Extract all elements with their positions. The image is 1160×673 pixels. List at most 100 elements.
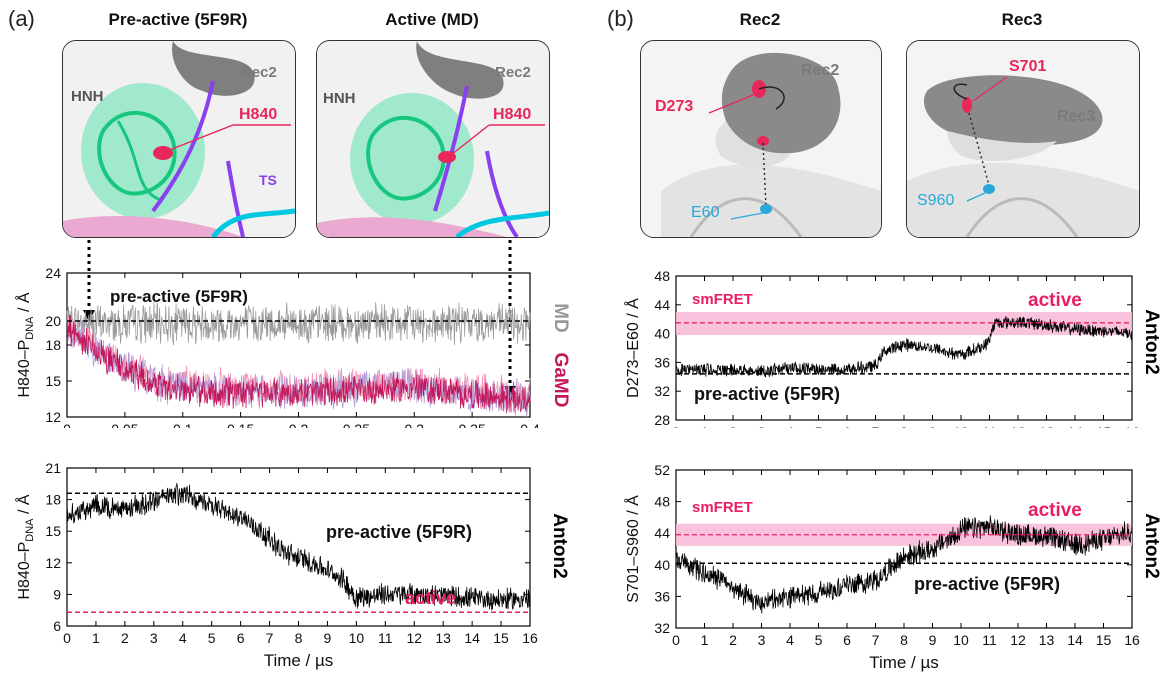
x-axis-label: Time / µs: [264, 651, 334, 670]
panel-letter-a: (a): [8, 6, 35, 31]
x-tick-label: 8: [900, 632, 908, 648]
series-anton-trace: [66, 482, 531, 611]
x-tick-label: 12: [406, 630, 422, 646]
x-tick-label: 16: [522, 630, 538, 646]
y-axis-label: D273–E60 / Å: [623, 298, 642, 398]
y-tick-label: 36: [654, 354, 670, 370]
x-tick-label: 0.35: [459, 421, 486, 428]
reference-label-active: active: [405, 588, 456, 608]
protein-render-preactive: HNH Rec2 H840 TS: [63, 41, 295, 237]
reference-label-preactive: pre-active (5F9R): [110, 287, 248, 306]
chart-anton-s701: 0 1 2 3 4 5 6 7 8 9 10 11 12 13 14 15 16323640444852Time…: [623, 462, 1160, 672]
label-e60: E60: [691, 204, 720, 221]
x-tick-label: 0.4: [520, 421, 540, 428]
y-tick-label: 40: [654, 326, 670, 342]
x-tick-label: 2: [121, 630, 129, 646]
label-hnh: HNH: [71, 88, 104, 105]
x-tick-label: 0.1: [173, 421, 193, 428]
label-s960: S960: [917, 192, 954, 209]
label-rec2-domain: Rec2: [801, 62, 839, 79]
label-hnh-active: HNH: [323, 90, 356, 107]
x-tick-label: 0: [672, 632, 680, 648]
y-tick-label: 28: [654, 412, 670, 428]
y-axis-label: H840–PDNA / Å: [14, 494, 36, 599]
label-h840: H840: [239, 106, 277, 123]
x-tick-label: 6: [237, 630, 245, 646]
structure-title-preactive: Pre-active (5F9R): [108, 10, 248, 29]
x-tick-label: 0: [63, 630, 71, 646]
y-tick-label: 40: [654, 557, 670, 573]
y-tick-label: 15: [45, 523, 61, 539]
x-tick-label: 6: [843, 632, 851, 648]
y-tick-label: 12: [45, 555, 61, 571]
label-rec2: Rec2: [241, 64, 277, 81]
y-tick-label: 21: [45, 460, 61, 476]
y-tick-label: 44: [654, 525, 670, 541]
protein-render-rec3: S701 S960 Rec3: [907, 41, 1139, 237]
x-tick-label: 14: [464, 630, 480, 646]
x-tick-label: 13: [435, 630, 451, 646]
y-tick-label: 44: [654, 297, 670, 313]
x-tick-label: 5: [208, 630, 216, 646]
x-tick-label: 1: [701, 632, 709, 648]
x-tick-label: 0.2: [289, 421, 309, 428]
reference-label-preactive: pre-active (5F9R): [326, 522, 472, 542]
series-gamd-trace-purple: [66, 310, 531, 418]
label-h840-active: H840: [493, 106, 531, 123]
y-tick-label: 12: [45, 409, 61, 425]
y-tick-label: 18: [45, 337, 61, 353]
active-label: active: [1028, 290, 1082, 311]
y-tick-label: 52: [654, 462, 670, 478]
x-tick-label: 7: [872, 424, 880, 428]
y-tick-label: 18: [45, 492, 61, 508]
protein-render-active: HNH Rec2 H840: [317, 41, 549, 237]
x-tick-label: 1: [92, 630, 100, 646]
x-tick-label: 0.15: [227, 421, 254, 428]
y-tick-label: 36: [654, 588, 670, 604]
x-tick-label: 15: [493, 630, 509, 646]
structure-title-rec2: Rec2: [739, 10, 781, 29]
structure-title-active: Active (MD): [385, 10, 479, 29]
structure-title-rec3: Rec3: [1001, 10, 1043, 29]
x-tick-label: 7: [266, 630, 274, 646]
reference-label-preactive: pre-active (5F9R): [694, 384, 840, 404]
x-tick-label: 11: [378, 630, 393, 646]
x-tick-label: 3: [758, 632, 766, 648]
x-tick-label: 13: [1039, 424, 1055, 428]
structure-image-preactive: HNH Rec2 H840 TS: [62, 40, 296, 238]
chart-gamd: 0 0.05 0.1 0.15 0.2 0.25 0.3 0.35 0.4 12 15 18 20 24 H…: [14, 265, 571, 428]
x-tick-label: 15: [1096, 632, 1112, 648]
x-tick-label: 11: [982, 424, 997, 428]
x-tick-label: 0.25: [343, 421, 370, 428]
x-tick-label: 6: [843, 424, 851, 428]
smfret-band: [676, 312, 1132, 336]
x-tick-label: 9: [324, 630, 332, 646]
label-rec3-domain: Rec3: [1057, 108, 1095, 125]
x-tick-label: 14: [1067, 632, 1083, 648]
side-label-anton2: Anton2: [1141, 309, 1160, 374]
y-axis-label: H840–PDNA / Å: [14, 292, 36, 397]
x-tick-label: 1: [701, 424, 709, 428]
structure-image-active: HNH Rec2 H840: [316, 40, 550, 238]
smfret-label: smFRET: [692, 499, 753, 516]
reference-label-preactive: pre-active (5F9R): [914, 574, 1060, 594]
panel-letter-b: (b): [607, 6, 634, 31]
x-tick-label: 0.3: [405, 421, 425, 428]
smfret-label: smFRET: [692, 291, 753, 308]
label-ts: TS: [259, 172, 277, 188]
x-tick-label: 8: [295, 630, 303, 646]
x-tick-label: 12: [1010, 632, 1026, 648]
side-label-anton2: Anton2: [549, 513, 570, 578]
y-tick-label: 24: [45, 265, 61, 281]
x-tick-label: 11: [982, 632, 997, 648]
x-tick-label: 5: [815, 632, 823, 648]
y-tick-label: 15: [45, 373, 61, 389]
y-axis-label: S701–S960 / Å: [623, 495, 642, 603]
side-label-md: MD: [550, 303, 571, 333]
label-d273: D273: [655, 98, 693, 115]
x-axis-label: Time / µs: [869, 653, 939, 672]
x-tick-label: 16: [1124, 424, 1140, 428]
label-rec2-active: Rec2: [495, 64, 531, 81]
side-label-anton2: Anton2: [1141, 513, 1160, 578]
y-tick-label: 9: [53, 586, 61, 602]
